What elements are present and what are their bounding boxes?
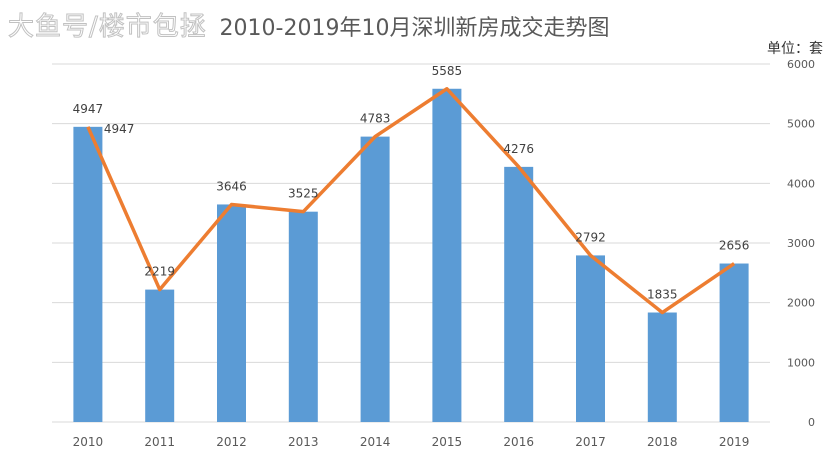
x-tick-label: 2016 bbox=[503, 435, 534, 449]
y-tick-label: 4000 bbox=[787, 177, 815, 190]
x-tick-label: 2015 bbox=[432, 435, 463, 449]
x-tick-label: 2018 bbox=[647, 435, 678, 449]
unit-label: 单位：套 bbox=[767, 41, 823, 57]
data-label: 4276 bbox=[503, 142, 534, 156]
bar-2011 bbox=[145, 289, 175, 422]
bar-2013 bbox=[288, 211, 318, 422]
bar-2018 bbox=[647, 312, 677, 422]
data-label: 1835 bbox=[647, 288, 678, 302]
bar-2015 bbox=[432, 88, 462, 423]
line-data-label: 4947 bbox=[104, 122, 135, 136]
data-label: 2792 bbox=[575, 230, 606, 244]
y-tick-label: 0 bbox=[808, 416, 815, 429]
x-tick-label: 2017 bbox=[575, 435, 606, 449]
x-tick-label: 2010 bbox=[73, 435, 104, 449]
y-tick-label: 6000 bbox=[787, 58, 815, 71]
watermark: 大鱼号/楼市包拯 bbox=[8, 12, 207, 43]
bar-2016 bbox=[504, 166, 534, 422]
y-tick-label: 3000 bbox=[787, 237, 815, 250]
x-tick-label: 2012 bbox=[216, 435, 247, 449]
chart-title: 2010-2019年10月深圳新房成交走势图 bbox=[219, 16, 610, 41]
data-label: 2656 bbox=[719, 239, 750, 253]
y-tick-label: 2000 bbox=[787, 297, 815, 310]
y-tick-label: 1000 bbox=[787, 356, 815, 369]
data-label: 4947 bbox=[73, 102, 104, 116]
data-label: 3525 bbox=[288, 187, 319, 201]
trend-line bbox=[86, 87, 736, 315]
bar-2012 bbox=[217, 204, 246, 422]
x-tick-label: 2011 bbox=[144, 435, 175, 449]
bar-2014 bbox=[360, 136, 390, 423]
data-label: 4783 bbox=[360, 112, 391, 126]
data-label: 5585 bbox=[432, 64, 463, 78]
x-tick-label: 2013 bbox=[288, 435, 319, 449]
x-tick-label: 2014 bbox=[360, 435, 391, 449]
data-label: 2219 bbox=[144, 265, 175, 279]
x-tick-label: 2019 bbox=[719, 435, 750, 449]
bar-2017 bbox=[576, 255, 605, 422]
bar-2019 bbox=[719, 263, 749, 422]
data-label: 3646 bbox=[216, 179, 247, 193]
y-tick-label: 5000 bbox=[787, 118, 815, 131]
bar-2010 bbox=[73, 126, 103, 422]
